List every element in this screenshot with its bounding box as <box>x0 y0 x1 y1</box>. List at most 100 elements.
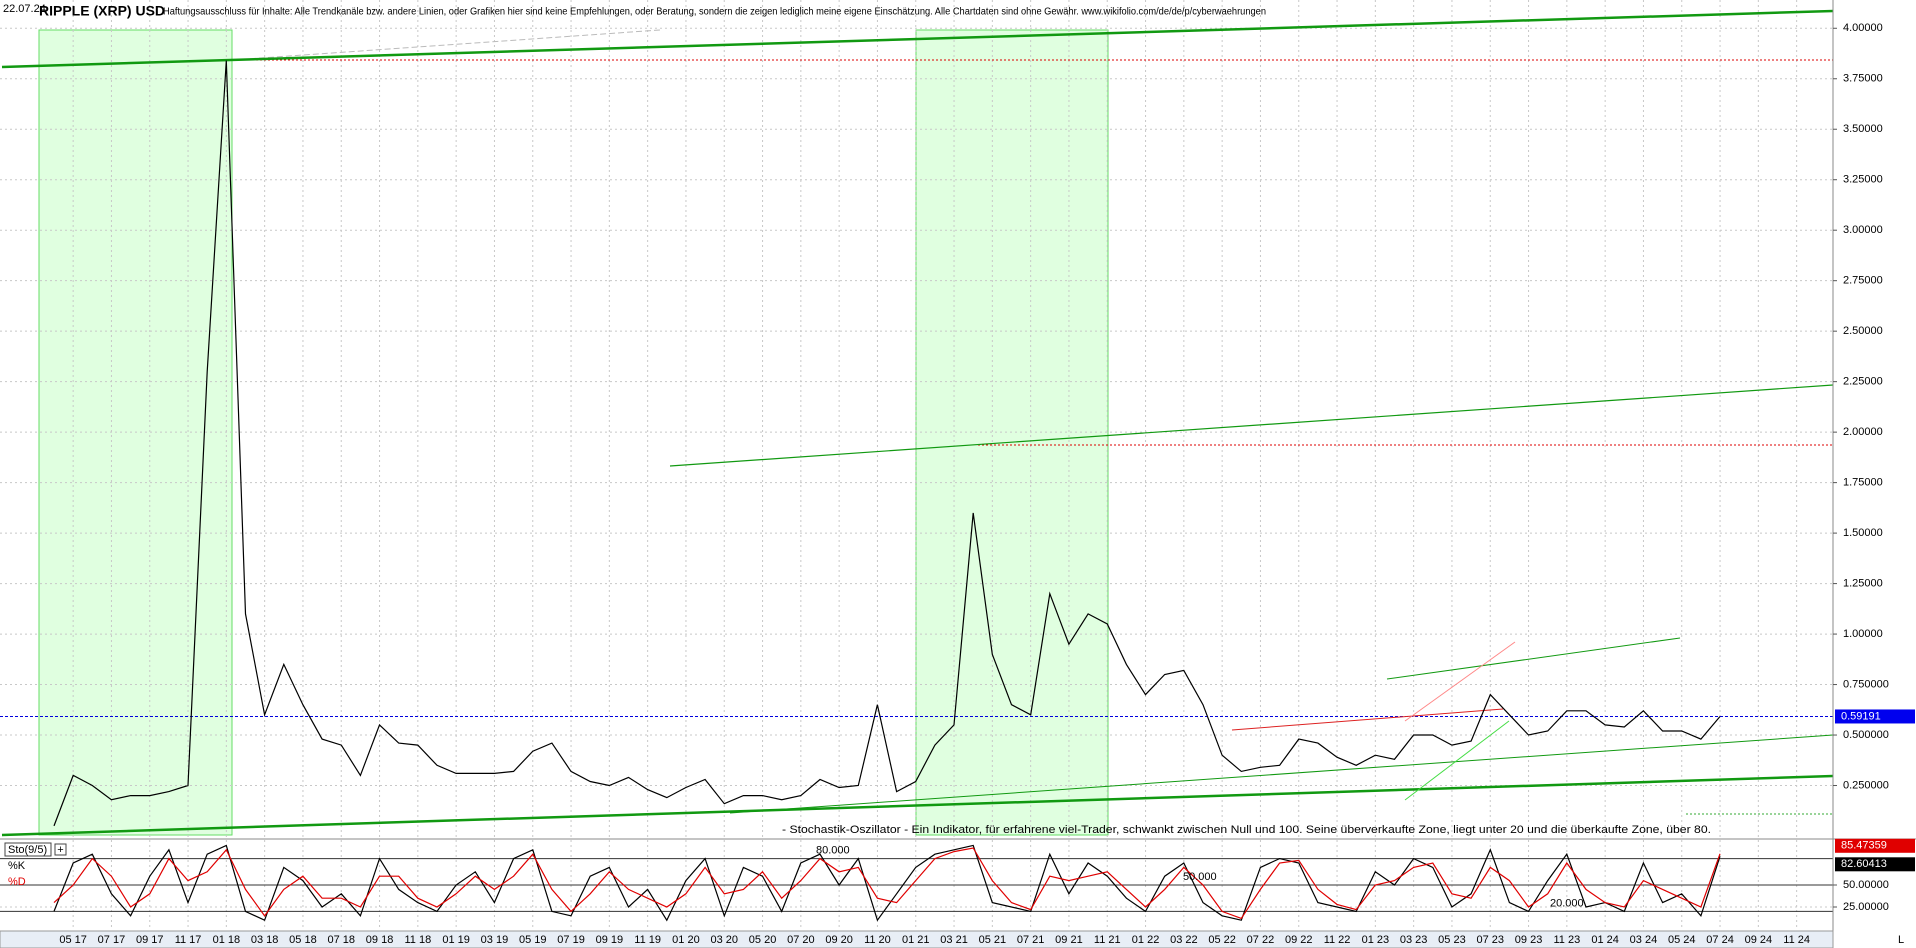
x-tick-label: 01 18 <box>213 934 241 946</box>
x-tick-label: 07 21 <box>1017 934 1045 946</box>
data-layer <box>53 60 1721 922</box>
indicator-caption: - Stochastik-Oszillator - Ein Indikator,… <box>782 824 1711 836</box>
y-tick-label: 50.00000 <box>1843 879 1889 891</box>
last-value-box <box>1835 838 1915 853</box>
last-value-box <box>1835 709 1915 724</box>
level-label: 20.000 <box>1550 897 1584 909</box>
y-tick-label: 1.25000 <box>1843 577 1883 589</box>
trend-line <box>1 774 1834 837</box>
legend-entry: %D <box>8 876 26 888</box>
level-label: 80.000 <box>816 845 850 857</box>
y-tick-label: 2.75000 <box>1843 275 1883 287</box>
y-tick-label: 2.00000 <box>1843 426 1883 438</box>
y-tick-label: 2.50000 <box>1843 325 1883 337</box>
x-tick-label: 09 24 <box>1745 934 1773 946</box>
x-tick-label: 05 24 <box>1668 934 1696 946</box>
y-tick-label: 1.00000 <box>1843 628 1883 640</box>
chart-date: 22.07.24 <box>3 3 46 15</box>
x-tick-label: 11 20 <box>864 934 891 946</box>
y-tick-label: 1.75000 <box>1843 477 1883 489</box>
x-tick-label: 01 23 <box>1362 934 1390 946</box>
last-value-label: 82.60413 <box>1841 858 1887 870</box>
last-value-label: 0.59191 <box>1841 710 1881 722</box>
x-tick-label: 11 21 <box>1094 934 1121 946</box>
x-tick-label: 09 22 <box>1285 934 1313 946</box>
x-tick-label: 03 24 <box>1630 934 1658 946</box>
indicator-box <box>4 842 52 857</box>
y-tick-label: 3.75000 <box>1843 73 1883 85</box>
x-tick-label: 11 19 <box>634 934 661 946</box>
y-tick-label: 1.50000 <box>1843 527 1883 539</box>
x-tick-label: 01 20 <box>672 934 700 946</box>
trend-line <box>729 734 1834 814</box>
x-tick-label: 05 17 <box>59 934 87 946</box>
disclaimer: Haftungsausschluss für Inhalte: Alle Tre… <box>163 7 1266 18</box>
x-tick-label: 09 17 <box>136 934 164 946</box>
x-tick-label: 11 22 <box>1324 934 1351 946</box>
x-tick-label: 03 19 <box>481 934 509 946</box>
last-value-label: 85.47359 <box>1841 840 1887 852</box>
x-axis-strip <box>0 930 1834 948</box>
y-tick-label: 0.750000 <box>1843 678 1889 690</box>
x-tick-label: 01 22 <box>1132 934 1160 946</box>
x-tick-label: 03 22 <box>1170 934 1198 946</box>
indicator-settings-icon[interactable]: + <box>57 844 63 856</box>
x-tick-label: 03 18 <box>251 934 279 946</box>
chart-title: RIPPLE (XRP) USD <box>39 3 165 19</box>
indicator-title: Sto(9/5) <box>8 844 47 856</box>
x-tick-label: 03 23 <box>1400 934 1428 946</box>
x-tick-label: 01 19 <box>442 934 470 946</box>
x-tick-label: 09 21 <box>1055 934 1083 946</box>
x-tick-label: 01 24 <box>1591 934 1619 946</box>
x-tick-label: 07 19 <box>557 934 585 946</box>
x-tick-label: 07 24 <box>1706 934 1734 946</box>
x-tick-label: 07 20 <box>787 934 815 946</box>
x-tick-label: 05 21 <box>979 934 1007 946</box>
legend-entry: %K <box>8 860 26 872</box>
x-tick-label: 05 20 <box>749 934 777 946</box>
x-tick-label: 05 23 <box>1438 934 1466 946</box>
trend-line <box>1404 720 1510 801</box>
x-tick-label: 11 18 <box>404 934 431 946</box>
corner-label: L <box>1898 934 1904 946</box>
grid-layer <box>0 0 1833 929</box>
y-tick-label: 3.50000 <box>1843 123 1883 135</box>
x-tick-label: 09 23 <box>1515 934 1543 946</box>
trend-lines <box>1 9 1834 837</box>
data-line <box>53 847 1721 920</box>
x-tick-label: 07 23 <box>1476 934 1504 946</box>
data-line <box>53 60 1721 827</box>
y-tick-label: 3.00000 <box>1843 224 1883 236</box>
x-tick-label: 01 21 <box>902 934 930 946</box>
y-tick-label: 25.00000 <box>1843 901 1889 913</box>
x-tick-label: 05 18 <box>289 934 317 946</box>
x-tick-label: 03 21 <box>940 934 968 946</box>
trend-line <box>669 384 1834 467</box>
x-tick-label: 11 17 <box>175 934 202 946</box>
x-tick-label: 05 22 <box>1208 934 1236 946</box>
y-tick-label: 3.25000 <box>1843 174 1883 186</box>
level-label: 50.000 <box>1183 871 1217 883</box>
x-tick-label: 07 18 <box>327 934 355 946</box>
x-tick-label: 09 18 <box>366 934 394 946</box>
data-line <box>53 844 1721 922</box>
y-tick-label: 4.00000 <box>1843 22 1883 34</box>
x-tick-label: 03 20 <box>710 934 738 946</box>
trend-line <box>1386 637 1681 680</box>
y-tick-label: 0.250000 <box>1843 779 1889 791</box>
trend-line <box>1 9 1834 69</box>
y-tick-label: 2.25000 <box>1843 376 1883 388</box>
x-tick-label: 09 19 <box>596 934 624 946</box>
x-tick-label: 11 23 <box>1553 934 1580 946</box>
x-tick-label: 11 24 <box>1783 934 1810 946</box>
last-value-box <box>1835 857 1915 872</box>
x-tick-label: 07 22 <box>1247 934 1275 946</box>
trend-line <box>1231 708 1504 731</box>
indicator-settings-button[interactable] <box>54 843 67 856</box>
y-tick-label: 0.500000 <box>1843 729 1889 741</box>
x-tick-label: 09 20 <box>825 934 853 946</box>
x-tick-label: 05 19 <box>519 934 547 946</box>
x-tick-label: 07 17 <box>98 934 126 946</box>
trend-line <box>1404 641 1516 722</box>
